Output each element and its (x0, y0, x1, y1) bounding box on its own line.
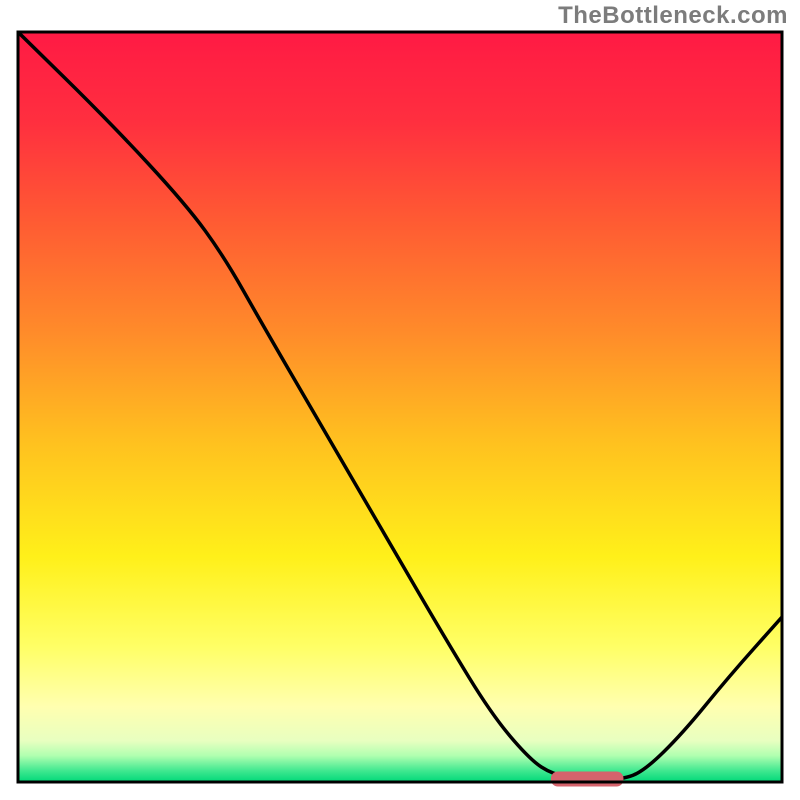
optimal-marker (551, 772, 624, 787)
bottleneck-chart (0, 0, 800, 800)
chart-frame: TheBottleneck.com (0, 0, 800, 800)
watermark-text: TheBottleneck.com (558, 2, 788, 30)
